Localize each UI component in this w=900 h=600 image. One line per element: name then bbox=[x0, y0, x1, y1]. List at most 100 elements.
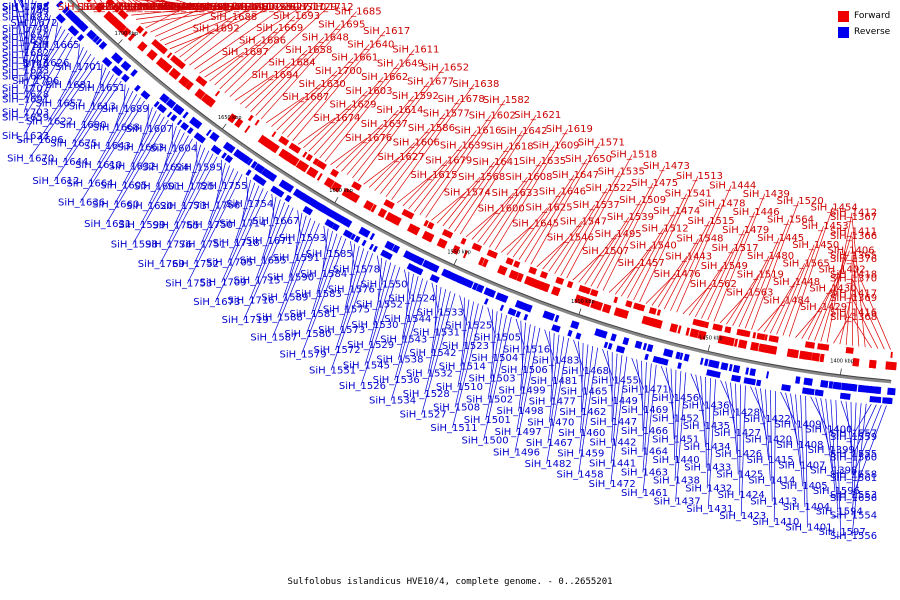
leader-line bbox=[694, 247, 734, 318]
leader-line bbox=[614, 245, 652, 295]
gene-feature bbox=[646, 344, 654, 353]
leader-line bbox=[394, 278, 424, 381]
leader-line bbox=[845, 401, 853, 455]
gene-feature bbox=[166, 111, 173, 118]
leader-line bbox=[851, 404, 872, 438]
gene-label: SiH_1701 bbox=[55, 62, 102, 73]
gene-label: SiH_1608 bbox=[505, 172, 552, 183]
gene-label: SiH_1477 bbox=[529, 397, 576, 408]
leader-line bbox=[313, 77, 384, 155]
gene-feature bbox=[660, 358, 669, 366]
gene-feature bbox=[377, 208, 387, 218]
gene-feature bbox=[425, 232, 433, 242]
leader-line bbox=[851, 236, 860, 347]
gene-feature bbox=[806, 388, 815, 396]
gene-feature bbox=[56, 0, 64, 8]
gene-feature bbox=[270, 185, 278, 194]
gene-label: SiH_1517 bbox=[712, 243, 759, 254]
gene-label: SiH_1436 bbox=[682, 401, 729, 412]
leader-line bbox=[339, 248, 365, 331]
gene-label: SiH_1506 bbox=[501, 365, 548, 376]
leader-line bbox=[281, 57, 354, 134]
leader-line bbox=[851, 404, 877, 458]
gene-feature bbox=[153, 101, 160, 108]
gene-label: SiH_1809 bbox=[115, 2, 162, 13]
leader-line bbox=[330, 137, 368, 166]
gene-feature bbox=[354, 183, 362, 191]
gene-feature bbox=[699, 357, 704, 365]
gene-label: SiH_1508 bbox=[433, 402, 480, 413]
gene-label: SiH_1369 bbox=[830, 293, 877, 304]
leader-line bbox=[150, 6, 205, 33]
gene-label: SiH_1616 bbox=[454, 125, 501, 136]
gene-feature bbox=[384, 240, 395, 251]
gene-feature bbox=[204, 96, 216, 108]
gene-feature bbox=[92, 35, 100, 43]
gene-feature bbox=[156, 103, 167, 114]
leader-line bbox=[294, 212, 303, 258]
gene-label: SiH_1588 bbox=[256, 313, 303, 324]
gene-label: SiH_1650 bbox=[565, 154, 612, 165]
gene-label: SiH_1671 bbox=[246, 236, 293, 247]
gene-label: SiH_1432 bbox=[685, 483, 732, 494]
gene-feature bbox=[95, 38, 103, 46]
leader-line bbox=[760, 388, 769, 461]
leader-line bbox=[744, 219, 790, 329]
leader-line bbox=[54, 80, 122, 182]
scale-tick-mark bbox=[222, 123, 227, 129]
gene-feature bbox=[198, 78, 207, 87]
gene-feature bbox=[887, 387, 896, 396]
gene-label: SiH_1448 bbox=[773, 277, 820, 288]
gene-feature bbox=[302, 151, 308, 158]
gene-feature bbox=[819, 353, 825, 363]
leader-line bbox=[820, 398, 833, 471]
gene-feature bbox=[752, 332, 757, 339]
gene-feature bbox=[737, 365, 741, 373]
gene-label: SiH_1516 bbox=[503, 344, 550, 355]
leader-line bbox=[153, 0, 205, 8]
gene-label: SiH_1601 bbox=[134, 182, 181, 193]
gene-label: SiH_1664 bbox=[66, 179, 113, 190]
leader-line bbox=[580, 342, 584, 413]
gene-label: SiH_1751 bbox=[179, 239, 226, 250]
gene-feature bbox=[877, 396, 882, 404]
gene-feature bbox=[845, 347, 854, 354]
gene-label: SiH_1528 bbox=[403, 389, 450, 400]
gene-label: SiH_1365 bbox=[830, 250, 877, 261]
gene-label: SiH_1698 bbox=[182, 2, 229, 13]
gene-feature bbox=[254, 163, 265, 174]
leader-line bbox=[670, 203, 721, 311]
gene-label: SiH_1462 bbox=[559, 407, 606, 418]
gene-feature bbox=[575, 332, 582, 340]
gene-label: SiH_1818 bbox=[77, 2, 124, 13]
leader-line bbox=[560, 171, 621, 277]
leader-line bbox=[596, 182, 654, 289]
leader-line bbox=[186, 174, 243, 284]
gene-label: SiH_1554 bbox=[830, 510, 877, 521]
gene-label: SiH_1398 bbox=[810, 465, 857, 476]
gene-label: SiH_1451 bbox=[652, 434, 699, 445]
gene-feature bbox=[607, 342, 613, 350]
gene-label: SiH_1674 bbox=[313, 113, 360, 124]
gene-label: SiH_1755 bbox=[200, 181, 247, 192]
gene-label: SiH_1409 bbox=[774, 419, 821, 430]
gene-label: SiH_1669 bbox=[256, 23, 303, 34]
gene-label: SiH_1465 bbox=[561, 386, 608, 397]
gene-feature bbox=[683, 353, 690, 362]
gene-label: SiH_1514 bbox=[439, 361, 486, 372]
gene-feature bbox=[168, 67, 181, 80]
gene-label: SiH_1549 bbox=[701, 261, 748, 272]
gene-label: SiH_1509 bbox=[619, 195, 666, 206]
leader-line bbox=[373, 260, 387, 325]
leader-line bbox=[14, 0, 25, 65]
gene-feature bbox=[889, 361, 897, 371]
gene-feature bbox=[159, 93, 168, 102]
leader-line bbox=[220, 159, 223, 187]
leader-line bbox=[627, 210, 676, 299]
leader-line bbox=[554, 187, 608, 274]
gene-label: SiH_1666 bbox=[2, 71, 49, 82]
gene-label: SiH_1644 bbox=[41, 157, 88, 168]
gene-label: SiH_1752 bbox=[172, 259, 219, 270]
gene-feature bbox=[852, 357, 860, 367]
